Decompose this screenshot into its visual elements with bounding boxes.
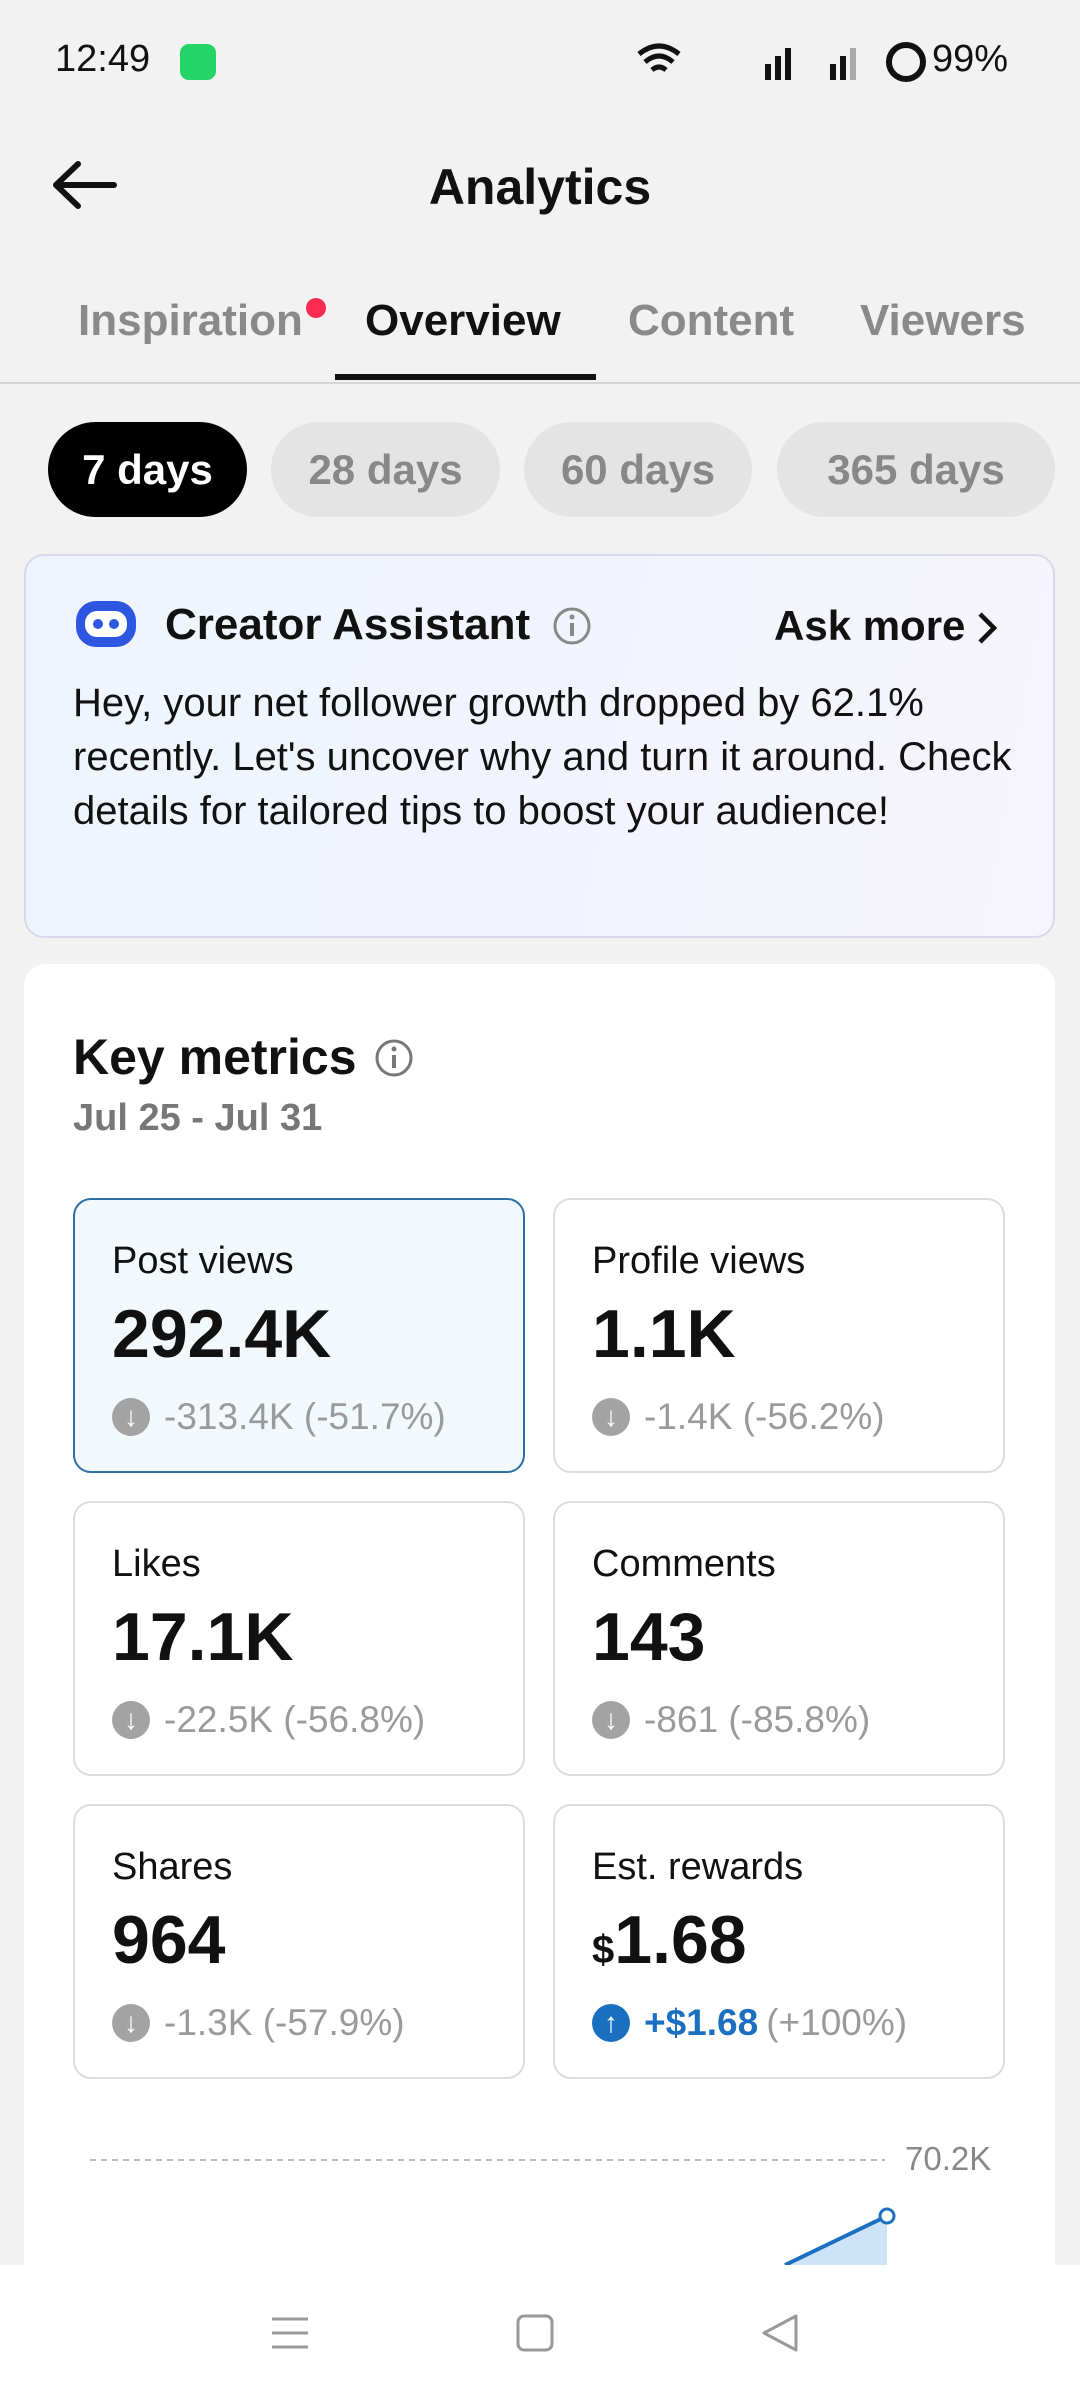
metric-number: 1.1K <box>592 1296 736 1372</box>
metric-tile[interactable]: Post views 292.4K ↓ -313.4K (-51.7%) <box>73 1198 525 1473</box>
assistant-title: Creator Assistant <box>165 600 531 649</box>
period-pill[interactable]: 28 days <box>271 422 500 517</box>
tab[interactable]: Content <box>628 296 795 345</box>
metric-label: Est. rewards <box>592 1846 804 1888</box>
metric-value: 292.4K <box>112 1295 331 1373</box>
metric-change: ↓ -313.4K (-51.7%) <box>112 1396 446 1438</box>
back-nav-button[interactable] <box>758 2311 802 2355</box>
info-icon[interactable] <box>374 1038 414 1078</box>
date-range: Jul 25 - Jul 31 <box>73 1097 323 1139</box>
period-pill[interactable]: 60 days <box>524 422 752 517</box>
metric-value: $1.68 <box>592 1901 747 1979</box>
change-amount: -1.3K (-57.9%) <box>164 2002 405 2043</box>
assistant-message: Hey, your net follower growth dropped by… <box>73 681 1012 833</box>
section-title: Key metrics <box>73 1029 357 1085</box>
app-icon <box>180 44 216 80</box>
metric-change: ↓ -1.4K (-56.2%) <box>592 1396 885 1438</box>
metric-number: 17.1K <box>112 1599 294 1675</box>
metric-value: 17.1K <box>112 1598 293 1676</box>
metric-tile[interactable]: Shares 964 ↓ -1.3K (-57.9%) <box>73 1804 525 2079</box>
assistant-card[interactable]: Creator Assistant Ask more Hey, your net… <box>24 554 1055 938</box>
down-icon: ↓ <box>592 1398 630 1436</box>
battery-level: 99% <box>932 38 1009 80</box>
chevron <box>978 612 998 644</box>
tab[interactable]: Inspiration <box>78 296 303 345</box>
down-icon: ↓ <box>112 1398 150 1436</box>
tab-active[interactable]: Overview <box>365 296 561 345</box>
metric-label: Profile views <box>592 1240 806 1282</box>
metric-change: ↓ -22.5K (-56.8%) <box>112 1699 425 1741</box>
clock: 12:49 <box>55 38 151 80</box>
change-amount: -861 (-85.8%) <box>644 1699 871 1740</box>
status-icons <box>637 43 856 80</box>
change-amount: -1.4K (-56.2%) <box>644 1396 885 1437</box>
metric-change: ↓ -1.3K (-57.9%) <box>112 2002 405 2044</box>
up-icon: ↑ <box>592 2004 630 2042</box>
currency: $ <box>592 1928 615 1972</box>
down-icon: ↓ <box>112 1701 150 1739</box>
metric-value: 1.1K <box>592 1295 736 1373</box>
down-icon: ↓ <box>592 1701 630 1739</box>
metric-number: 292.4K <box>112 1296 332 1372</box>
change-amount: -313.4K (-51.7%) <box>164 1396 446 1437</box>
nav-bar <box>0 2265 1080 2400</box>
tab[interactable]: Viewers <box>860 296 1026 345</box>
menu-button[interactable] <box>268 2311 312 2355</box>
period-pill-active[interactable]: 7 days <box>48 422 247 517</box>
ask-more[interactable]: Ask more <box>774 602 966 649</box>
change-percent: (+100%) <box>766 2002 908 2043</box>
home-button[interactable] <box>513 2311 557 2355</box>
metric-value: 143 <box>592 1598 705 1676</box>
metric-number: 964 <box>112 1902 226 1978</box>
change-amount: +$1.68 <box>644 2002 759 2043</box>
change-amount: -22.5K (-56.8%) <box>164 1699 426 1740</box>
back-button[interactable] <box>50 160 120 210</box>
notification-dot <box>306 298 326 318</box>
page-title: Analytics <box>428 159 652 215</box>
metric-label: Likes <box>112 1543 201 1585</box>
chart-preview <box>90 2159 896 2265</box>
metric-change: ↓ -861 (-85.8%) <box>592 1699 870 1741</box>
metric-number: 1.68 <box>614 1902 747 1978</box>
period-pill[interactable]: 365 days <box>777 422 1055 517</box>
metric-change: ↑ +$1.68 (+100%) <box>592 2002 907 2044</box>
metric-label: Post views <box>112 1240 294 1282</box>
metric-tile[interactable]: Est. rewards $1.68 ↑ +$1.68 (+100%) <box>553 1804 1005 2079</box>
divider <box>0 382 1080 384</box>
metric-number: 143 <box>592 1599 706 1675</box>
assistant-icon <box>76 601 136 647</box>
metric-tile[interactable]: Likes 17.1K ↓ -22.5K (-56.8%) <box>73 1501 525 1776</box>
metric-tile[interactable]: Profile views 1.1K ↓ -1.4K (-56.2%) <box>553 1198 1005 1473</box>
battery-ring <box>886 42 926 82</box>
info-icon[interactable] <box>552 606 592 646</box>
metric-label: Comments <box>592 1543 776 1585</box>
metric-value: 964 <box>112 1901 225 1979</box>
tab-indicator <box>335 374 596 380</box>
chart-max-label: 70.2K <box>905 2140 992 2177</box>
metric-tile[interactable]: Comments 143 ↓ -861 (-85.8%) <box>553 1501 1005 1776</box>
metric-label: Shares <box>112 1846 233 1888</box>
down-icon: ↓ <box>112 2004 150 2042</box>
